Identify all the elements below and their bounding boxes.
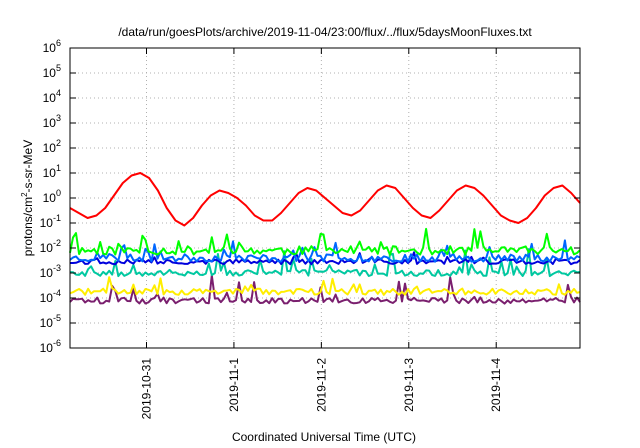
y-tick-exponent: 3 [56, 113, 61, 123]
series-line [69, 248, 581, 278]
y-tick-label: 10-1 [40, 213, 61, 230]
y-tick-label: 10-4 [40, 288, 61, 305]
y-axis-label-main: protons/cm [21, 197, 35, 256]
y-tick-exponent: -5 [53, 313, 61, 323]
y-tick-label: 10-5 [40, 313, 61, 330]
x-tick-label: 2019-11-4 [489, 358, 503, 412]
y-tick-exponent: 6 [56, 38, 61, 48]
axis-ticks: 10-610-510-410-310-210-11001011021031041… [40, 38, 580, 419]
x-tick-label: 2019-11-3 [402, 358, 416, 412]
y-axis-label: protons/cm2-s-sr-MeV [20, 140, 35, 256]
data-series [69, 172, 581, 305]
series-line [69, 227, 581, 256]
series-line [69, 239, 581, 263]
y-tick-label: 10-3 [40, 263, 61, 280]
y-tick-exponent: 5 [56, 63, 61, 73]
x-tick-label: 2019-10-31 [140, 358, 154, 420]
y-tick-label: 10-2 [40, 238, 61, 255]
y-tick-exponent: -2 [53, 238, 61, 248]
y-tick-label: 102 [43, 138, 61, 155]
chart-title: /data/run/goesPlots/archive/2019-11-04/2… [118, 25, 532, 39]
y-tick-exponent: -6 [53, 338, 61, 348]
y-axis-label-sup: 2 [20, 192, 29, 197]
series-line [69, 274, 581, 305]
series-line [69, 276, 581, 296]
y-tick-exponent: 0 [56, 188, 61, 198]
y-tick-label: 103 [43, 113, 61, 130]
y-tick-label: 10-6 [40, 338, 61, 355]
x-axis-label: Coordinated Universal Time (UTC) [232, 430, 416, 444]
x-tick-label: 2019-11-1 [227, 358, 241, 412]
y-tick-exponent: -3 [53, 263, 61, 273]
series-line [69, 172, 581, 227]
y-tick-exponent: 2 [56, 138, 61, 148]
x-tick-label: 2019-11-2 [314, 358, 328, 412]
y-tick-label: 105 [43, 63, 61, 80]
y-tick-exponent: -1 [53, 213, 61, 223]
y-tick-exponent: 1 [56, 163, 61, 173]
series-line [70, 251, 581, 266]
y-tick-exponent: -4 [53, 288, 61, 298]
y-tick-label: 106 [43, 38, 61, 55]
y-axis-label-rest: -s-sr-MeV [21, 140, 35, 193]
y-tick-label: 101 [43, 163, 61, 180]
y-tick-label: 100 [43, 188, 61, 205]
y-tick-label: 104 [43, 88, 61, 105]
y-tick-exponent: 4 [56, 88, 61, 98]
